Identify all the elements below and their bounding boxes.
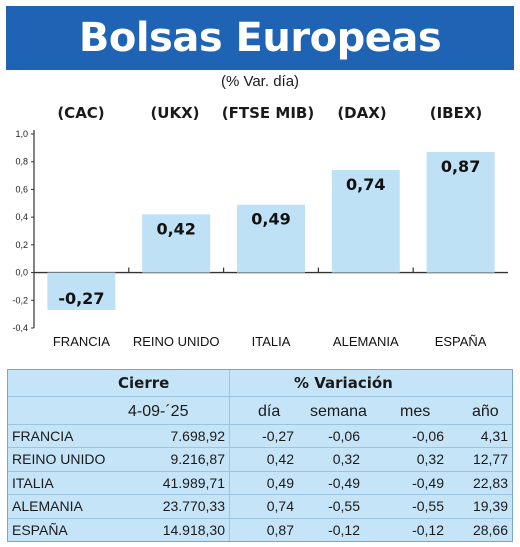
header-dia: día (258, 403, 281, 420)
data-label: 0,42 (156, 219, 195, 238)
header-cierre: Cierre (118, 374, 170, 392)
index-label-dax: (DAX) (337, 104, 387, 122)
y-tick-label: -0,4 (12, 323, 28, 333)
table-row: REINO UNIDO 9.216,87 0,42 0,32 0,32 12,77 (8, 447, 512, 470)
table-row: ITALIA 41.989,71 0,49 -0,49 -0,49 22,83 (8, 470, 512, 494)
cell-cierre: 14.918,30 (162, 521, 225, 538)
cell-semana: 0,32 (332, 451, 360, 468)
table-divider (229, 370, 230, 541)
cell-name: REINO UNIDO (12, 451, 106, 468)
bar (47, 272, 116, 310)
cell-name: ITALIA (12, 474, 54, 491)
bar (426, 152, 495, 273)
y-tick-label: 1,0 (15, 129, 28, 139)
header-date: 4-09-´25 (128, 403, 189, 420)
cell-cierre: 23.770,33 (162, 498, 225, 515)
cell-dia: -0,27 (262, 428, 294, 444)
x-tick-label: ALEMANIA (333, 334, 399, 349)
cell-ano: 28,66 (472, 521, 508, 538)
y-tick-label: 0,6 (15, 184, 28, 194)
table-row: ESPAÑA 14.918,30 0,87 -0,12 -0,12 28,66 (8, 517, 512, 541)
data-label: 0,74 (346, 175, 385, 194)
index-label-ftse-mib: (FTSE MIB) (221, 104, 315, 122)
cell-dia: 0,87 (266, 521, 294, 538)
data-table: Cierre % Variación 4-09-´25 día semana m… (7, 369, 513, 542)
header-ano: año (472, 403, 499, 420)
cell-dia: 0,42 (266, 451, 294, 468)
cell-ano: 22,83 (472, 474, 508, 491)
x-tick-label: ESPAÑA (435, 334, 487, 349)
cell-mes: -0,12 (412, 521, 444, 538)
header-variacion: % Variación (294, 374, 393, 392)
cell-ano: 19,39 (472, 498, 508, 515)
cell-mes: -0,55 (412, 498, 444, 515)
y-tick-label: 0,2 (15, 240, 28, 250)
cell-ano: 12,77 (472, 451, 508, 468)
bar (331, 170, 400, 273)
y-tick-label: -0,2 (12, 295, 28, 305)
cell-name: FRANCIA (12, 428, 74, 444)
x-tick-label: FRANCIA (53, 334, 110, 349)
data-label: 0,49 (251, 210, 290, 229)
bar (142, 214, 211, 273)
cell-cierre: 7.698,92 (170, 428, 226, 444)
cell-cierre: 41.989,71 (162, 474, 225, 491)
cell-mes: -0,06 (412, 428, 444, 444)
y-tick-label: 0,4 (15, 212, 28, 222)
cell-mes: 0,32 (416, 451, 444, 468)
cell-semana: -0,49 (328, 474, 360, 491)
cell-name: ESPAÑA (12, 521, 68, 538)
bar (237, 204, 305, 273)
cell-mes: -0,49 (412, 474, 444, 491)
y-tick-label: 0,8 (15, 157, 28, 167)
bar-chart: 1,0 0,8 0,6 0,4 0,2 0,0 -0,2 -0,4 -0,27 FRANCIA 0,… (12, 129, 508, 349)
index-label-ibex: (IBEX) (429, 104, 483, 122)
table-row: ALEMANIA 23.770,33 0,74 -0,55 -0,55 19,39 (8, 494, 512, 517)
cell-dia: 0,49 (266, 474, 294, 491)
y-tick-label: 0,0 (15, 268, 28, 278)
data-label: 0,87 (441, 157, 480, 176)
chart-subtitle: (% Var. día) (220, 73, 300, 90)
cell-name: ALEMANIA (12, 498, 83, 515)
cell-dia: 0,74 (266, 498, 294, 515)
cell-semana: -0,55 (328, 498, 360, 515)
cell-semana: -0,12 (328, 521, 360, 538)
x-tick-label: ITALIA (252, 334, 291, 349)
subheader-row: 4-09-´25 día semana mes año (8, 396, 512, 425)
index-label-ukx: (UKX) (150, 104, 200, 122)
header-mes: mes (400, 403, 431, 420)
header-semana: semana (310, 403, 367, 420)
table-row: FRANCIA 7.698,92 -0,27 -0,06 -0,06 4,31 (8, 424, 512, 447)
cell-ano: 4,31 (480, 428, 508, 444)
data-label: -0,27 (58, 289, 104, 308)
cell-semana: -0,06 (328, 428, 360, 444)
x-tick-label: REINO UNIDO (133, 334, 220, 349)
cell-cierre: 9.216,87 (170, 451, 226, 468)
chart-title: Bolsas Europeas (6, 6, 514, 70)
index-label-cac: (CAC) (57, 104, 105, 122)
